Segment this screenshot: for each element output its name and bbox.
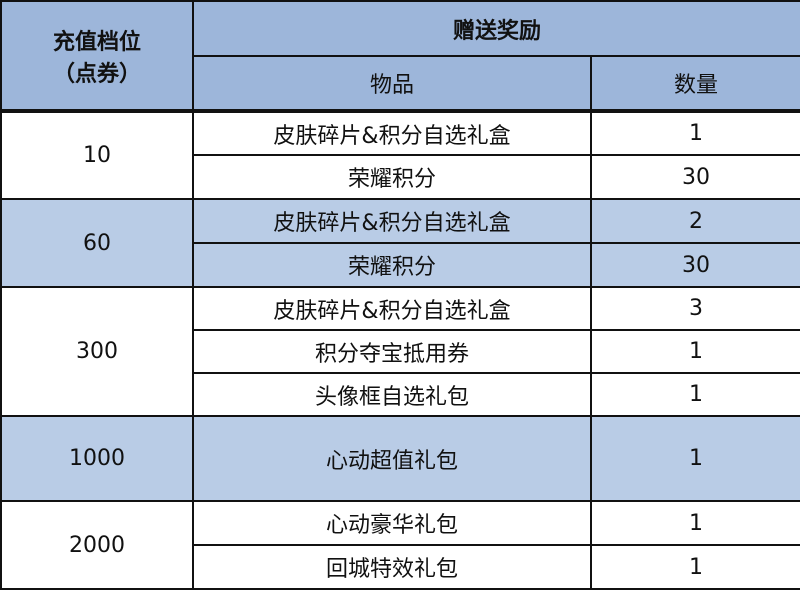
qty-cell: 3 [589, 286, 800, 331]
qty-cell: 1 [589, 329, 800, 374]
table-row: 荣耀积分 30 [1, 154, 800, 200]
tier-cell: 1000 [0, 415, 194, 502]
reward-header: 赠送奖励 [191, 0, 800, 57]
tier-header: 充值档位 （点券） [0, 0, 194, 113]
qty-cell: 1 [589, 544, 800, 590]
tier-cell: 2000 [0, 500, 194, 590]
qty-cell: 30 [589, 154, 800, 200]
tier-cell: 10 [0, 110, 194, 200]
table-row: 300 皮肤碎片&积分自选礼盒 3 [0, 286, 800, 417]
qty-cell: 30 [589, 242, 800, 288]
table-row: 荣耀积分 30 [1, 242, 800, 288]
qty-cell: 1 [589, 372, 800, 417]
tier-header-label: 充值档位 [52, 29, 141, 55]
item-cell: 积分夺宝抵用券 [192, 329, 592, 374]
table-row: 2000 心动豪华礼包 1 [0, 500, 800, 590]
tier-cell: 300 [0, 286, 194, 417]
item-cell: 皮肤碎片&积分自选礼盒 [192, 286, 592, 331]
item-cell: 心动豪华礼包 [192, 500, 592, 546]
qty-header: 数量 [589, 55, 800, 113]
item-cell: 荣耀积分 [192, 242, 592, 288]
tier-unit: （点券） [52, 61, 141, 87]
qty-cell: 2 [589, 198, 800, 244]
table-row: 60 皮肤碎片&积分自选礼盒 2 [0, 198, 800, 288]
item-cell: 皮肤碎片&积分自选礼盒 [192, 198, 592, 244]
item-cell: 回城特效礼包 [192, 544, 592, 590]
item-cell: 头像框自选礼包 [192, 372, 592, 417]
item-header: 物品 [192, 55, 592, 113]
qty-cell: 1 [589, 415, 800, 502]
table-row: 头像框自选礼包 1 [1, 372, 800, 417]
qty-cell: 1 [589, 500, 800, 546]
item-cell: 荣耀积分 [192, 154, 592, 200]
tier-cell: 60 [0, 198, 194, 288]
item-cell: 皮肤碎片&积分自选礼盒 [192, 110, 592, 156]
item-cell: 心动超值礼包 [192, 415, 592, 502]
table-row: 回城特效礼包 1 [1, 544, 800, 590]
table-row: 10 皮肤碎片&积分自选礼盒 1 [0, 110, 800, 200]
table-row: 积分夺宝抵用券 1 [1, 329, 800, 374]
table-row: 1000 心动超值礼包 1 [0, 415, 800, 502]
qty-cell: 1 [589, 110, 800, 156]
